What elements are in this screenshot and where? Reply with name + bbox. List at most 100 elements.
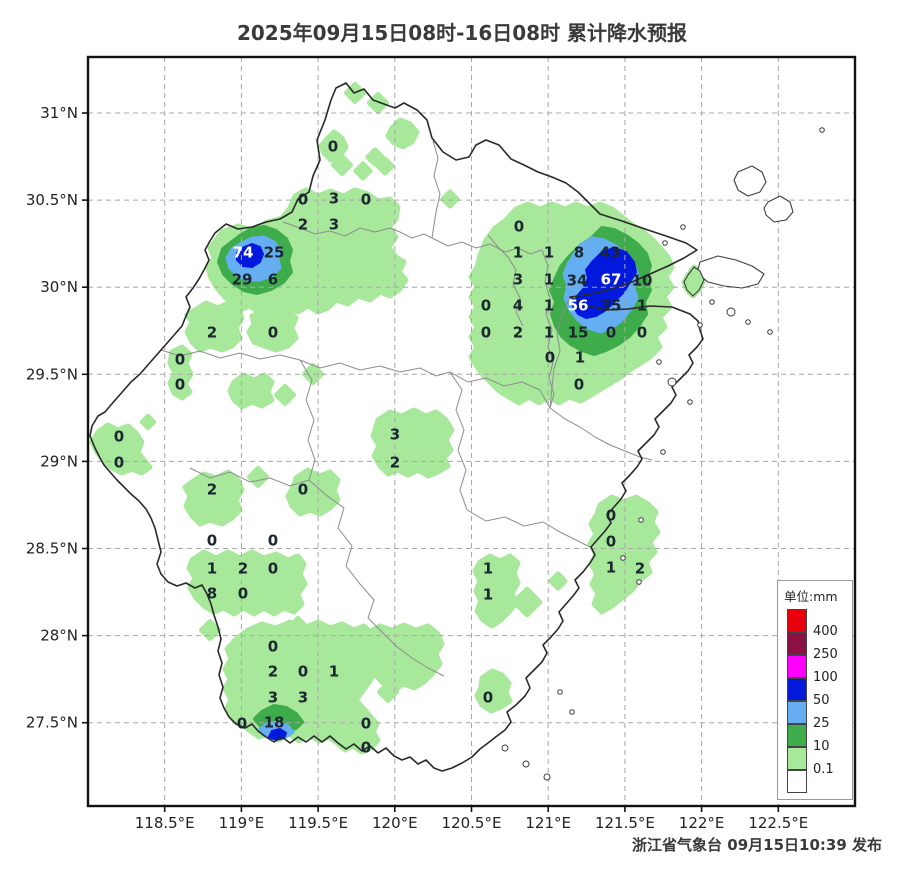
precip-value: 1 xyxy=(544,244,554,262)
rain-speckle xyxy=(331,154,353,176)
precip-value: 1 xyxy=(513,244,523,262)
precip-value: 1 xyxy=(606,559,616,577)
precip-value: 0 xyxy=(268,532,278,550)
legend: 单位:mm 400 250 100 50 25 10 0.1 xyxy=(777,580,853,800)
islet xyxy=(660,449,666,455)
islet xyxy=(636,579,642,585)
rain-speckle xyxy=(199,619,221,641)
x-tick-label: 121.5°E xyxy=(595,814,655,832)
islet xyxy=(697,322,703,328)
legend-swatch xyxy=(787,678,807,701)
legend-swatch xyxy=(787,632,807,655)
islet xyxy=(709,299,715,305)
precip-value: 2 xyxy=(207,324,217,342)
islet xyxy=(680,224,686,230)
rain-speckle xyxy=(440,189,460,209)
legend-label: 100 xyxy=(813,670,838,685)
precip-value: 34 xyxy=(567,272,588,290)
islet xyxy=(662,240,668,246)
precip-value: 0 xyxy=(606,533,616,551)
precip-value: 74 xyxy=(233,244,254,262)
precip-value: 25 xyxy=(264,244,285,262)
attribution: 浙江省气象台 09月15日10:39 发布 xyxy=(632,836,882,854)
precip-value: 0 xyxy=(606,507,616,525)
precip-value: 0 xyxy=(268,324,278,342)
legend-swatch xyxy=(787,747,807,770)
precip-value: 0 xyxy=(114,428,124,446)
precip-value: 6 xyxy=(268,271,278,289)
islet xyxy=(667,377,677,387)
x-tick-label: 122.5°E xyxy=(748,814,808,832)
precip-value: 2 xyxy=(635,560,645,578)
province-boundary xyxy=(89,82,704,772)
precip-value: 18 xyxy=(264,714,285,732)
precip-value: 15 xyxy=(568,324,589,342)
rain-speckles xyxy=(139,82,568,703)
precip-value: 2 xyxy=(268,663,278,681)
precip-value: 3 xyxy=(329,190,339,208)
precip-value: 3 xyxy=(268,689,278,707)
precip-value: 8 xyxy=(207,585,217,603)
islet xyxy=(767,329,773,335)
islet xyxy=(522,760,530,768)
precip-value: 1 xyxy=(483,560,493,578)
y-tick-label: 31°N xyxy=(40,104,78,122)
y-tick-label: 29°N xyxy=(40,452,78,470)
rain-speckle xyxy=(139,413,157,431)
rain-speckle xyxy=(548,571,568,591)
graticule xyxy=(88,57,855,806)
precip-value: 0 xyxy=(481,297,491,315)
precip-value: 0 xyxy=(637,324,647,342)
precip-value: 1 xyxy=(483,586,493,604)
precip-value: 1 xyxy=(575,349,585,367)
legend-label: 25 xyxy=(813,716,830,731)
rain-speckle xyxy=(365,147,385,167)
islet xyxy=(543,773,551,781)
islet xyxy=(620,555,626,561)
legend-swatch xyxy=(787,724,807,747)
precip-value: 0 xyxy=(361,715,371,733)
rain-speckle xyxy=(367,92,389,114)
rain-area-light xyxy=(89,82,707,755)
city-boundaries xyxy=(160,140,653,677)
rain-speckle xyxy=(287,616,309,638)
islet xyxy=(745,319,751,325)
y-axis-labels: 31°N 30.5°N 30°N 29.5°N 29°N 28.5°N 28°N 27.5°N xyxy=(26,104,78,732)
precip-value: 67 xyxy=(601,271,622,289)
precip-value: 0 xyxy=(298,481,308,499)
precip-value: 2 xyxy=(298,216,308,234)
precip-value: 1 xyxy=(544,271,554,289)
rain-speckle xyxy=(247,466,269,488)
precip-value: 3 xyxy=(329,216,339,234)
precip-value: 1 xyxy=(544,324,554,342)
precip-value: 3 xyxy=(298,689,308,707)
rain-speckle xyxy=(377,681,399,703)
precip-value: 8 xyxy=(574,244,584,262)
legend-label: 0.1 xyxy=(813,762,834,777)
legend-swatch xyxy=(787,609,807,632)
x-tick-label: 119°E xyxy=(219,814,265,832)
precip-value: 56 xyxy=(568,297,589,315)
precip-value: 0 xyxy=(175,376,185,394)
precip-value: 0 xyxy=(483,689,493,707)
precip-value: 1 xyxy=(544,297,554,315)
precip-value: 0 xyxy=(545,349,555,367)
precip-value: 0 xyxy=(606,324,616,342)
precip-value: 0 xyxy=(268,560,278,578)
rain-area-severe xyxy=(236,243,637,741)
rain-speckle xyxy=(375,156,395,176)
islet xyxy=(726,307,736,317)
precip-value: 0 xyxy=(268,638,278,656)
precip-value: 0 xyxy=(298,663,308,681)
x-tick-label: 122°E xyxy=(679,814,725,832)
islet xyxy=(656,359,662,365)
precip-value: 0 xyxy=(481,324,491,342)
precip-value: 0 xyxy=(514,218,524,236)
axis-ticks xyxy=(82,112,780,812)
precip-value: 0 xyxy=(298,191,308,209)
small-islands xyxy=(501,127,825,781)
precip-value: 3 xyxy=(513,271,523,289)
y-tick-label: 30.5°N xyxy=(26,191,78,209)
islet xyxy=(687,399,693,405)
